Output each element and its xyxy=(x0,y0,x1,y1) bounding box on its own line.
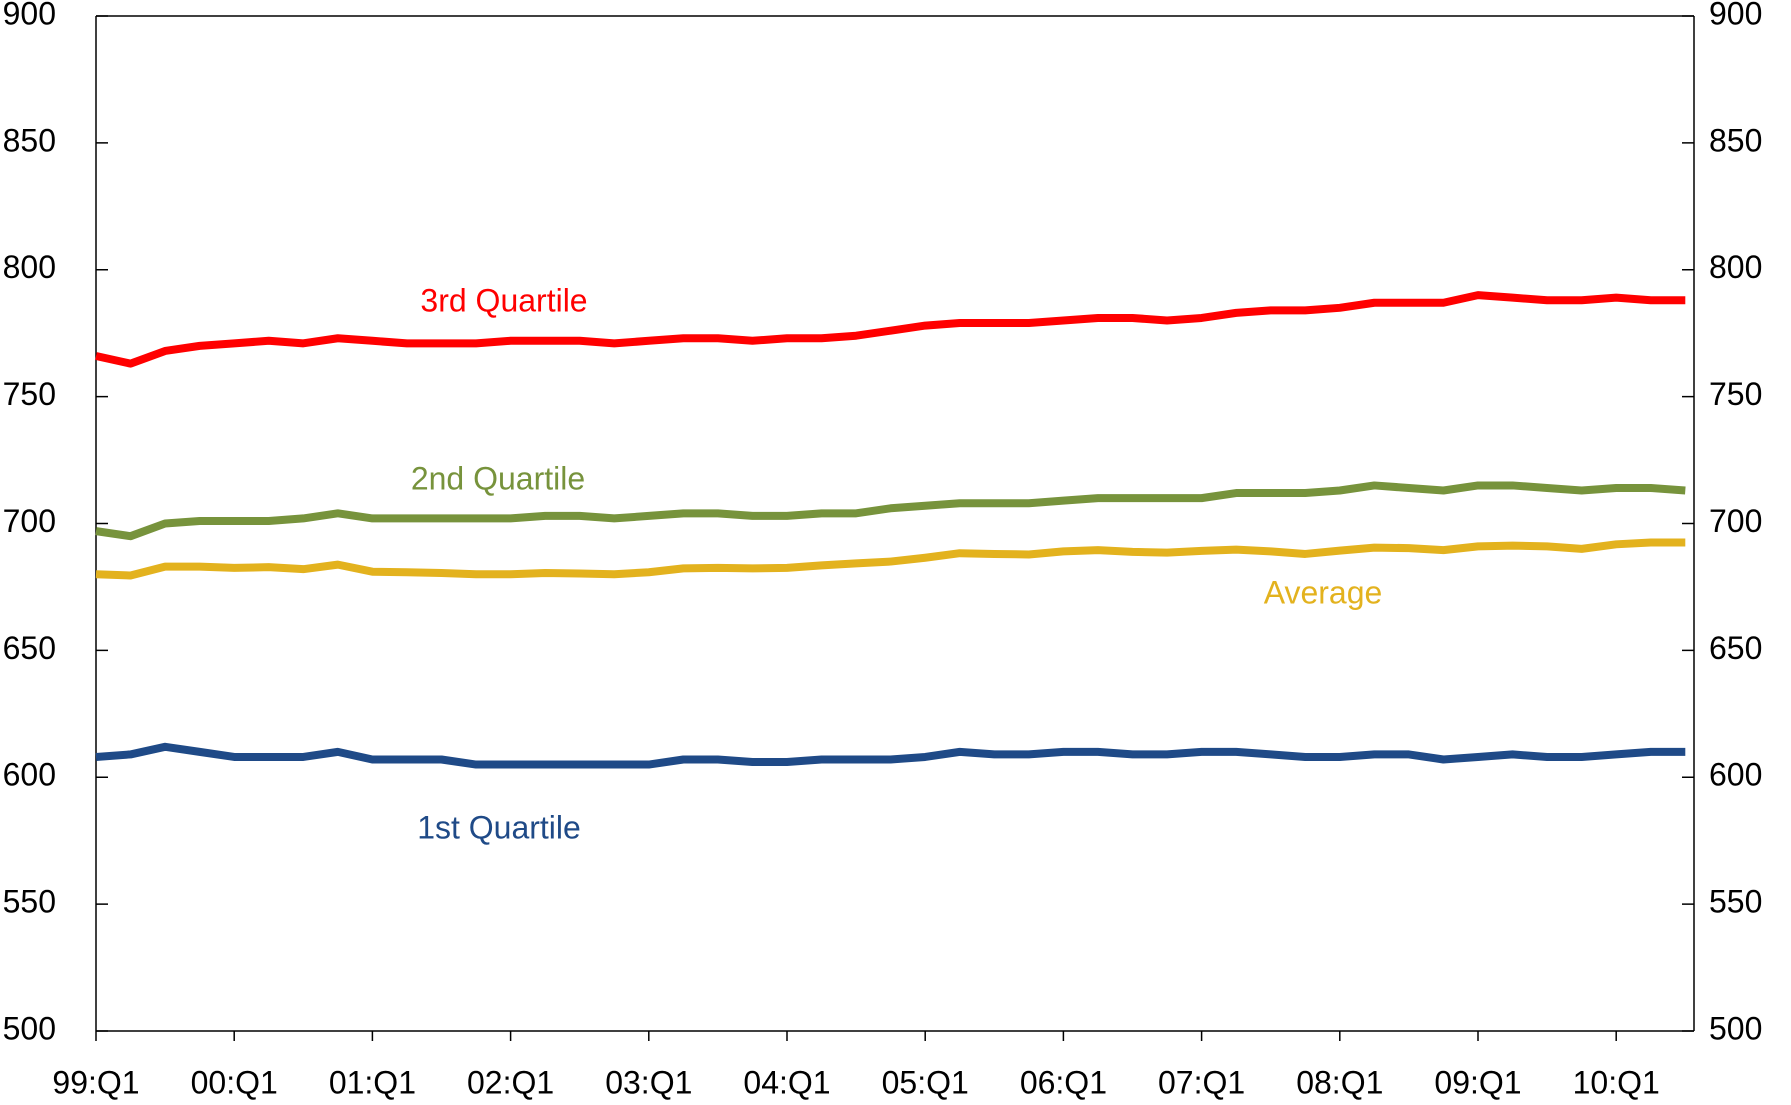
y-tick-label: 500 xyxy=(3,1010,56,1046)
y-tick-label: 800 xyxy=(3,249,56,285)
y2-tick-label: 900 xyxy=(1709,0,1762,31)
y2-tick-label: 700 xyxy=(1709,503,1762,539)
y-tick-label: 650 xyxy=(3,630,56,666)
x-tick-label: 09:Q1 xyxy=(1434,1064,1521,1100)
x-tick-label: 99:Q1 xyxy=(52,1064,139,1100)
y-tick-label: 900 xyxy=(3,0,56,31)
x-tick-label: 03:Q1 xyxy=(605,1064,692,1100)
y-tick-label: 750 xyxy=(3,376,56,412)
y2-tick-label: 750 xyxy=(1709,376,1762,412)
series-line xyxy=(95,481,1686,541)
x-tick-label: 08:Q1 xyxy=(1296,1064,1383,1100)
x-tick-label: 06:Q1 xyxy=(1020,1064,1107,1100)
y2-tick-label: 600 xyxy=(1709,757,1762,793)
x-tick-label: 01:Q1 xyxy=(329,1064,416,1100)
y-tick-label: 850 xyxy=(3,122,56,158)
series-label: 2nd Quartile xyxy=(411,460,585,496)
y2-tick-label: 500 xyxy=(1709,1010,1762,1046)
series-line xyxy=(95,538,1686,580)
y2-tick-label: 850 xyxy=(1709,122,1762,158)
series-label: Average xyxy=(1264,574,1383,610)
y2-tick-label: 800 xyxy=(1709,249,1762,285)
y2-tick-label: 550 xyxy=(1709,884,1762,920)
x-tick-label: 07:Q1 xyxy=(1158,1064,1245,1100)
y-tick-label: 600 xyxy=(3,757,56,793)
y-tick-label: 700 xyxy=(3,503,56,539)
x-tick-label: 05:Q1 xyxy=(882,1064,969,1100)
series-line xyxy=(95,291,1686,368)
y-tick-label: 550 xyxy=(3,884,56,920)
series-label: 3rd Quartile xyxy=(420,282,587,318)
series-label: 1st Quartile xyxy=(417,809,581,845)
x-tick-label: 10:Q1 xyxy=(1573,1064,1660,1100)
y2-tick-label: 650 xyxy=(1709,630,1762,666)
x-tick-label: 02:Q1 xyxy=(467,1064,554,1100)
x-tick-label: 04:Q1 xyxy=(743,1064,830,1100)
x-tick-label: 00:Q1 xyxy=(191,1064,278,1100)
series-line xyxy=(95,742,1686,769)
